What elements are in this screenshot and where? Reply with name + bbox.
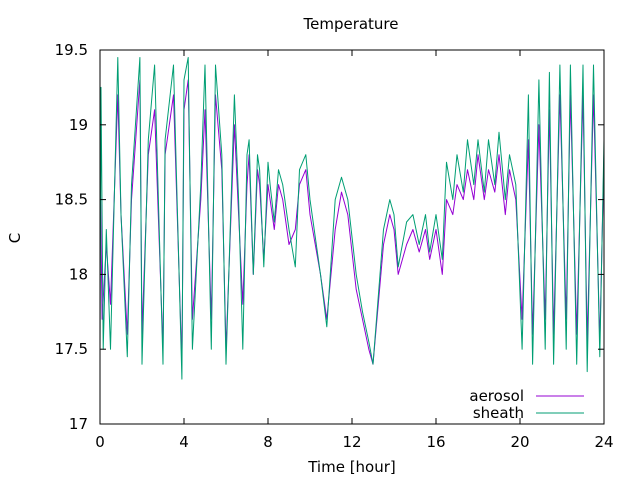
x-tick-label: 12 — [342, 433, 361, 451]
x-axis: 0 4 8 12 16 20 24 — [95, 50, 614, 451]
legend-label-sheath: sheath — [473, 404, 524, 422]
plot-area — [99, 49, 605, 425]
y-axis-label: C — [6, 233, 24, 243]
y-tick-label: 18 — [69, 265, 88, 283]
chart-title: Temperature — [302, 15, 398, 33]
x-axis-label: Time [hour] — [307, 458, 396, 476]
y-axis: 17 17.5 18 18.5 19 19.5 — [55, 41, 604, 433]
legend-label-aerosol: aerosol — [469, 387, 524, 405]
x-tick-label: 8 — [263, 433, 273, 451]
x-tick-label: 20 — [510, 433, 529, 451]
y-tick-label: 19.5 — [55, 41, 88, 59]
x-tick-label: 4 — [179, 433, 189, 451]
y-tick-label: 17 — [69, 415, 88, 433]
y-tick-label: 18.5 — [55, 191, 88, 209]
x-tick-label: 24 — [594, 433, 613, 451]
series-layer — [99, 57, 605, 380]
x-tick-label: 0 — [95, 433, 105, 451]
y-tick-label: 17.5 — [55, 340, 88, 358]
x-tick-label: 16 — [426, 433, 445, 451]
series-line-sheath — [99, 57, 605, 380]
y-tick-label: 19 — [69, 116, 88, 134]
